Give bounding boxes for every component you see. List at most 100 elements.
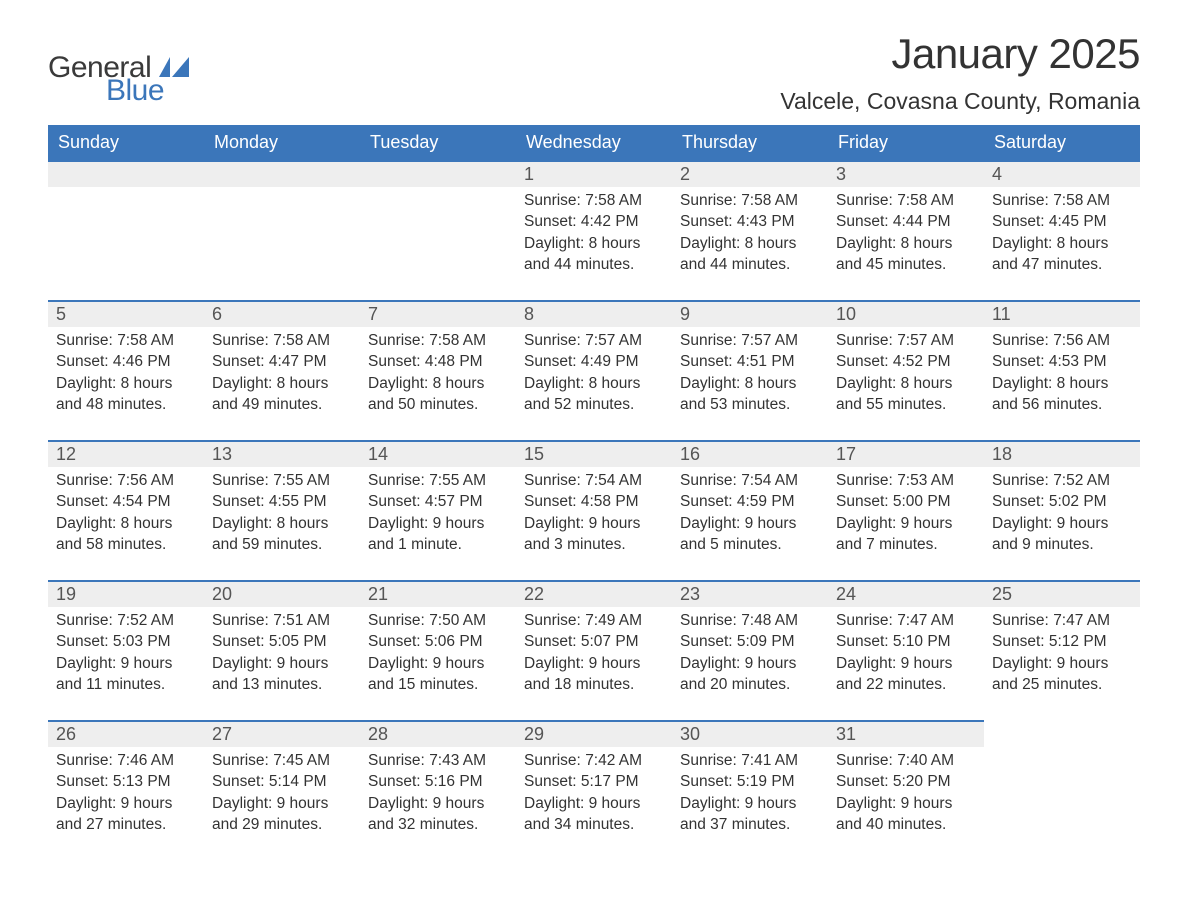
daylight-label: Daylight:: [836, 795, 896, 812]
day-number: 14: [368, 444, 388, 464]
day-number: 19: [56, 584, 76, 604]
day-number-band: 27: [204, 722, 360, 747]
sunrise-label: Sunrise:: [836, 472, 893, 489]
sunrise-label: Sunrise:: [680, 612, 737, 629]
calendar-day-cell: 6Sunrise: 7:58 AMSunset: 4:47 PMDaylight…: [204, 301, 360, 441]
daylight-label: Daylight:: [836, 655, 896, 672]
calendar-day-cell: 24Sunrise: 7:47 AMSunset: 5:10 PMDayligh…: [828, 581, 984, 721]
sunset-value: 4:48 PM: [425, 353, 483, 370]
calendar-day-cell: 13Sunrise: 7:55 AMSunset: 4:55 PMDayligh…: [204, 441, 360, 581]
day-number-band: 17: [828, 442, 984, 467]
day-detail: Sunrise: 7:41 AMSunset: 5:19 PMDaylight:…: [672, 747, 828, 836]
day-number-band: 30: [672, 722, 828, 747]
day-detail: Sunrise: 7:45 AMSunset: 5:14 PMDaylight:…: [204, 747, 360, 836]
sunset-label: Sunset:: [524, 493, 577, 510]
sunset-label: Sunset:: [992, 633, 1045, 650]
sunrise-label: Sunrise:: [212, 612, 269, 629]
sunrise-label: Sunrise:: [212, 752, 269, 769]
sunset-value: 5:12 PM: [1049, 633, 1107, 650]
calendar-week-row: 26Sunrise: 7:46 AMSunset: 5:13 PMDayligh…: [48, 721, 1140, 861]
calendar-day-cell: 20Sunrise: 7:51 AMSunset: 5:05 PMDayligh…: [204, 581, 360, 721]
sunrise-value: 7:58 AM: [429, 332, 486, 349]
day-number: 23: [680, 584, 700, 604]
sunset-value: 5:02 PM: [1049, 493, 1107, 510]
day-detail: Sunrise: 7:55 AMSunset: 4:55 PMDaylight:…: [204, 467, 360, 556]
day-number: 22: [524, 584, 544, 604]
day-number: 16: [680, 444, 700, 464]
calendar-table: SundayMondayTuesdayWednesdayThursdayFrid…: [48, 125, 1140, 861]
sunrise-value: 7:51 AM: [273, 612, 330, 629]
day-number: 18: [992, 444, 1012, 464]
day-detail: Sunrise: 7:54 AMSunset: 4:58 PMDaylight:…: [516, 467, 672, 556]
sunset-value: 5:05 PM: [269, 633, 327, 650]
day-number-band: 18: [984, 442, 1140, 467]
calendar-day-cell: 2Sunrise: 7:58 AMSunset: 4:43 PMDaylight…: [672, 161, 828, 301]
day-number-band: 24: [828, 582, 984, 607]
day-number-band: 28: [360, 722, 516, 747]
sunset-label: Sunset:: [212, 353, 265, 370]
sunrise-value: 7:55 AM: [273, 472, 330, 489]
calendar-day-cell: 15Sunrise: 7:54 AMSunset: 4:58 PMDayligh…: [516, 441, 672, 581]
sunset-label: Sunset:: [368, 633, 421, 650]
sunrise-value: 7:52 AM: [117, 612, 174, 629]
sunset-label: Sunset:: [524, 633, 577, 650]
day-number-band: 13: [204, 442, 360, 467]
daylight-label: Daylight:: [992, 235, 1052, 252]
sunrise-value: 7:49 AM: [585, 612, 642, 629]
day-detail: Sunrise: 7:57 AMSunset: 4:51 PMDaylight:…: [672, 327, 828, 416]
day-number-band: 12: [48, 442, 204, 467]
sunset-value: 5:16 PM: [425, 773, 483, 790]
sunset-label: Sunset:: [680, 493, 733, 510]
calendar-day-cell: 31Sunrise: 7:40 AMSunset: 5:20 PMDayligh…: [828, 721, 984, 861]
calendar-day-cell: 27Sunrise: 7:45 AMSunset: 5:14 PMDayligh…: [204, 721, 360, 861]
calendar-day-cell: 14Sunrise: 7:55 AMSunset: 4:57 PMDayligh…: [360, 441, 516, 581]
sunrise-value: 7:55 AM: [429, 472, 486, 489]
sunrise-value: 7:52 AM: [1053, 472, 1110, 489]
day-number: 3: [836, 164, 846, 184]
day-number: 11: [992, 304, 1011, 324]
sunrise-value: 7:50 AM: [429, 612, 486, 629]
day-detail: Sunrise: 7:56 AMSunset: 4:54 PMDaylight:…: [48, 467, 204, 556]
calendar-day-cell: 8Sunrise: 7:57 AMSunset: 4:49 PMDaylight…: [516, 301, 672, 441]
calendar-day-cell: 4Sunrise: 7:58 AMSunset: 4:45 PMDaylight…: [984, 161, 1140, 301]
daylight-label: Daylight:: [680, 235, 740, 252]
day-detail: Sunrise: 7:58 AMSunset: 4:48 PMDaylight:…: [360, 327, 516, 416]
sunset-value: 5:17 PM: [581, 773, 639, 790]
calendar-day-cell: 5Sunrise: 7:58 AMSunset: 4:46 PMDaylight…: [48, 301, 204, 441]
calendar-day-cell: 29Sunrise: 7:42 AMSunset: 5:17 PMDayligh…: [516, 721, 672, 861]
sunrise-label: Sunrise:: [680, 472, 737, 489]
calendar-day-cell: 21Sunrise: 7:50 AMSunset: 5:06 PMDayligh…: [360, 581, 516, 721]
calendar-empty-cell: .: [48, 161, 204, 301]
day-number-band: 10: [828, 302, 984, 327]
sunset-label: Sunset:: [992, 353, 1045, 370]
day-number-band: 7: [360, 302, 516, 327]
sunrise-label: Sunrise:: [524, 332, 581, 349]
sunrise-label: Sunrise:: [56, 752, 113, 769]
calendar-day-cell: 11Sunrise: 7:56 AMSunset: 4:53 PMDayligh…: [984, 301, 1140, 441]
weekday-header-cell: Thursday: [672, 125, 828, 161]
sunset-value: 4:42 PM: [581, 213, 639, 230]
daylight-label: Daylight:: [992, 375, 1052, 392]
day-detail: Sunrise: 7:51 AMSunset: 5:05 PMDaylight:…: [204, 607, 360, 696]
sunrise-value: 7:58 AM: [741, 192, 798, 209]
day-number-band: 1: [516, 162, 672, 187]
day-number: 25: [992, 584, 1012, 604]
day-number-band: 14: [360, 442, 516, 467]
sunset-label: Sunset:: [368, 493, 421, 510]
daylight-label: Daylight:: [992, 655, 1052, 672]
sunset-label: Sunset:: [56, 493, 109, 510]
day-detail: Sunrise: 7:53 AMSunset: 5:00 PMDaylight:…: [828, 467, 984, 556]
sunset-value: 4:57 PM: [425, 493, 483, 510]
sunset-label: Sunset:: [680, 213, 733, 230]
daylight-label: Daylight:: [524, 235, 584, 252]
weekday-header-cell: Saturday: [984, 125, 1140, 161]
sunset-label: Sunset:: [212, 633, 265, 650]
day-number-band: 19: [48, 582, 204, 607]
sunrise-value: 7:45 AM: [273, 752, 330, 769]
sunset-label: Sunset:: [524, 353, 577, 370]
sunrise-label: Sunrise:: [56, 332, 113, 349]
sunset-value: 4:59 PM: [737, 493, 795, 510]
day-number: 9: [680, 304, 690, 324]
sunrise-value: 7:47 AM: [1053, 612, 1110, 629]
sunset-value: 4:47 PM: [269, 353, 327, 370]
